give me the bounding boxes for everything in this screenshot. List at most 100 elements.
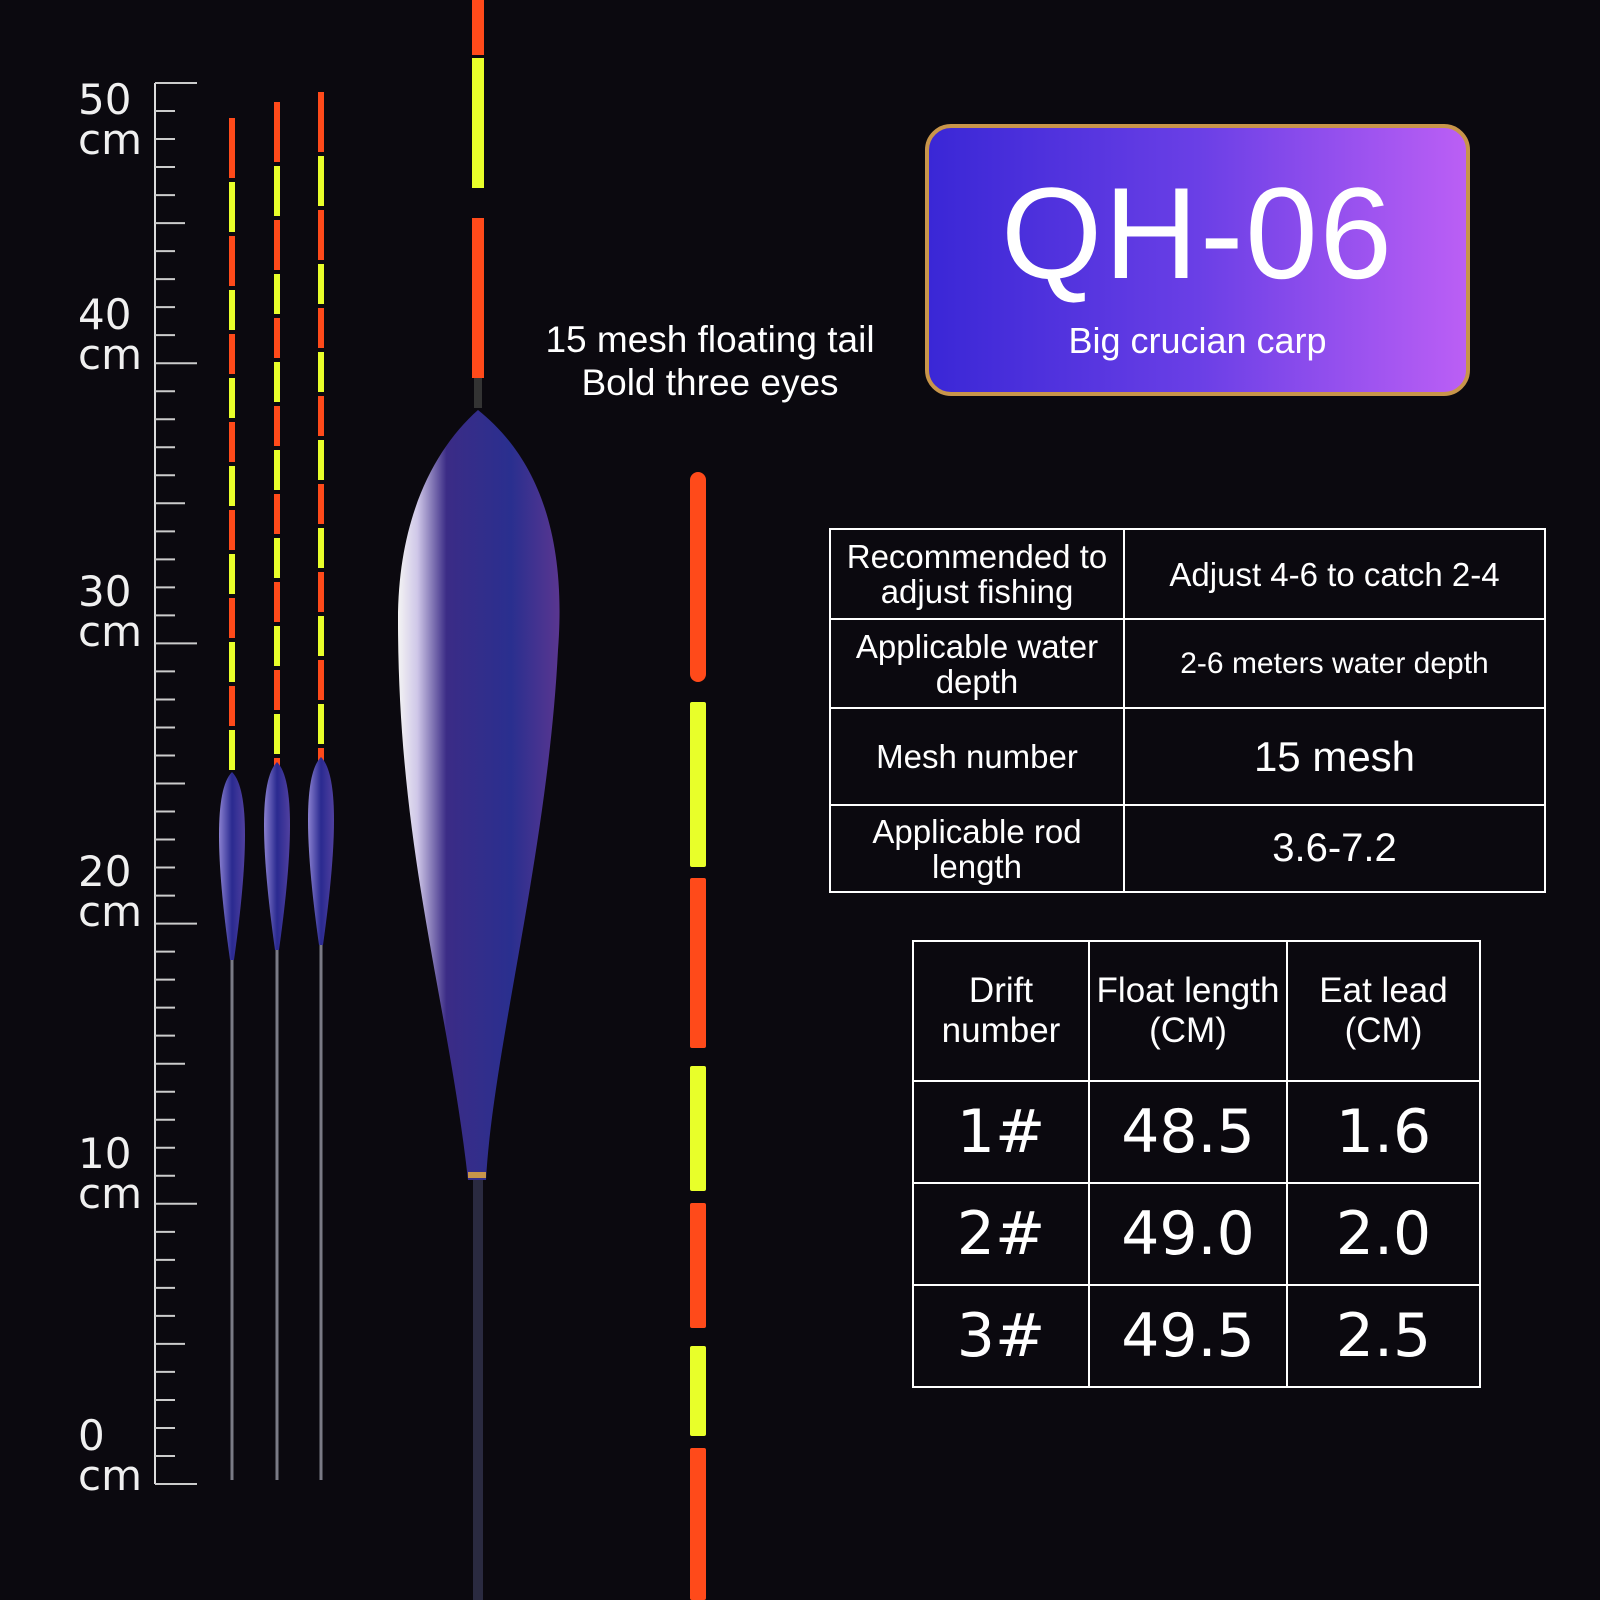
tail-segment xyxy=(690,702,706,867)
spec-value: Adjust 4-6 to catch 2-4 xyxy=(1123,528,1546,620)
float-tip-segment xyxy=(274,626,280,666)
float-tip-segment xyxy=(274,406,280,446)
float-tip-segment xyxy=(229,378,235,418)
float-tip-segment xyxy=(274,274,280,314)
table-row: 2# 49.0 2.0 xyxy=(912,1182,1481,1286)
product-subtitle: 15 mesh floating tail Bold three eyes xyxy=(520,318,900,404)
column-header: Float length (CM) xyxy=(1088,940,1288,1082)
eat-lead: 2.0 xyxy=(1286,1182,1481,1286)
eat-lead: 2.5 xyxy=(1286,1284,1481,1388)
drift-number: 1# xyxy=(912,1080,1090,1184)
float-tip-segment xyxy=(229,182,235,232)
ruler-label: 0 cm xyxy=(78,1411,143,1500)
float-tip-segment xyxy=(229,290,235,330)
ruler-unit: cm xyxy=(78,115,143,164)
ruler-value: 0 xyxy=(78,1411,105,1460)
float-tip-segment xyxy=(274,582,280,622)
tail-segment xyxy=(690,1066,706,1191)
size-table: Drift number Float length (CM) Eat lead … xyxy=(912,940,1481,1388)
float-tip-segment xyxy=(318,616,324,656)
ruler-unit: cm xyxy=(78,887,143,936)
float-length: 49.0 xyxy=(1088,1182,1288,1286)
model-subtitle: Big crucian carp xyxy=(1068,320,1327,361)
float-length: 48.5 xyxy=(1088,1080,1288,1184)
float-tip-segment xyxy=(274,494,280,534)
table-row: Mesh number 15 mesh xyxy=(829,707,1546,806)
float-tip-segment xyxy=(229,730,235,770)
tail-segment xyxy=(690,1346,706,1436)
float-tip-segment xyxy=(318,156,324,206)
drift-number: 2# xyxy=(912,1182,1090,1286)
table-row: Applicable water depth 2-6 meters water … xyxy=(829,618,1546,709)
spec-label: Recommended to adjust fishing xyxy=(829,528,1125,620)
ruler-label: 30 cm xyxy=(78,567,143,656)
tail-segment xyxy=(690,1448,706,1600)
float-tip-segment xyxy=(318,352,324,392)
ruler-label: 40 cm xyxy=(78,294,143,379)
float-tip-segment xyxy=(318,308,324,348)
float-tip-segment xyxy=(318,528,324,568)
table-row: 1# 48.5 1.6 xyxy=(912,1080,1481,1184)
float-tip-segment xyxy=(318,92,324,152)
ruler-label: 20 cm xyxy=(78,847,143,936)
table-header-row: Drift number Float length (CM) Eat lead … xyxy=(912,940,1481,1082)
ruler-label: 10 cm xyxy=(78,1129,142,1215)
float-tip-segment xyxy=(318,704,324,744)
float-tip-segment xyxy=(318,660,324,700)
tail-segment xyxy=(690,472,706,682)
float-length: 49.5 xyxy=(1088,1284,1288,1388)
spec-table: Recommended to adjust fishing Adjust 4-6… xyxy=(829,528,1546,893)
ruler-unit: cm xyxy=(78,330,143,379)
float-tip-segment xyxy=(318,748,324,763)
spec-label: Applicable water depth xyxy=(829,618,1125,709)
float-tip-segment xyxy=(229,236,235,286)
float-tip-segment xyxy=(274,538,280,578)
ruler-unit: cm xyxy=(78,607,143,656)
float-tip-segment xyxy=(274,102,280,162)
table-row: Recommended to adjust fishing Adjust 4-6… xyxy=(829,528,1546,620)
float-tip-segment xyxy=(472,0,484,55)
ruler-value: 10 xyxy=(78,1129,132,1178)
floats xyxy=(219,0,706,1600)
float-tip-segment xyxy=(229,334,235,374)
spec-value: 2-6 meters water depth xyxy=(1123,618,1546,709)
float-tip-segment xyxy=(318,210,324,260)
float-tip-segment xyxy=(274,362,280,402)
float-tip-segment xyxy=(229,510,235,550)
float-tip-segment xyxy=(229,422,235,462)
table-row: Applicable rod length 3.6-7.2 xyxy=(829,804,1546,893)
float-ring xyxy=(468,1172,486,1178)
float-tip-segment xyxy=(274,220,280,270)
float-body xyxy=(398,410,560,1180)
float-tip-segment xyxy=(229,118,235,178)
float-tip-segment xyxy=(274,166,280,216)
float-tip-segment xyxy=(274,670,280,710)
float-tip-segment xyxy=(274,450,280,490)
column-header: Eat lead (CM) xyxy=(1286,940,1481,1082)
ruler-value: 20 xyxy=(78,847,132,896)
ruler-value: 30 xyxy=(78,567,132,616)
float-tip-segment xyxy=(229,686,235,726)
float-tip-segment xyxy=(229,642,235,682)
float-tip-segment xyxy=(318,440,324,480)
float-tip-segment xyxy=(229,598,235,638)
float-stem xyxy=(473,1180,483,1600)
float-tip-segment xyxy=(318,396,324,436)
ruler-value: 50 xyxy=(78,75,132,124)
float-neck xyxy=(474,378,482,408)
float-tip-segment xyxy=(472,218,484,378)
spec-label: Mesh number xyxy=(829,707,1125,806)
ruler xyxy=(154,82,197,1485)
float-body xyxy=(219,772,245,960)
float-tip-segment xyxy=(318,484,324,524)
eat-lead: 1.6 xyxy=(1286,1080,1481,1184)
float-tip-segment xyxy=(318,264,324,304)
ruler-unit: cm xyxy=(78,1451,143,1500)
ruler-label: 50 cm xyxy=(78,75,143,164)
spec-label: Applicable rod length xyxy=(829,804,1125,893)
float-tip-segment xyxy=(274,318,280,358)
tail-segment xyxy=(690,1203,706,1328)
drift-number: 3# xyxy=(912,1284,1090,1388)
float-body xyxy=(308,757,334,945)
